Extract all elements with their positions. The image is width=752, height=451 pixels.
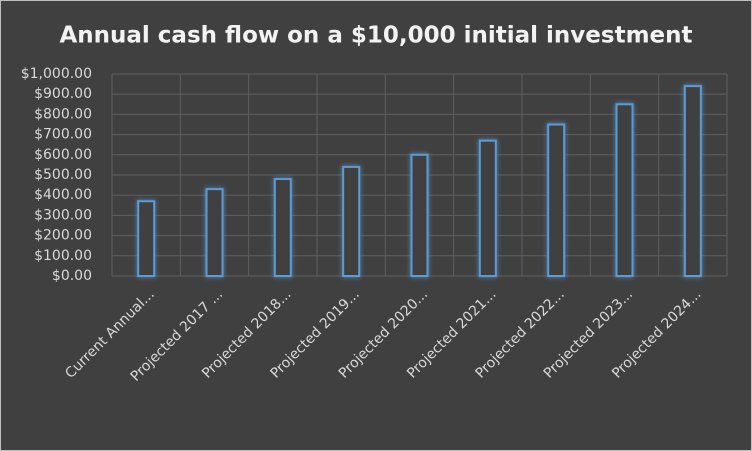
bar bbox=[547, 123, 566, 277]
y-tick-label: $100.00 bbox=[34, 248, 92, 264]
bar bbox=[342, 165, 361, 277]
y-tick-label: $400.00 bbox=[34, 187, 92, 203]
bar bbox=[683, 85, 702, 278]
chart-title: Annual cash flow on a $10,000 initial in… bbox=[59, 23, 692, 49]
y-tick-label: $200.00 bbox=[34, 228, 92, 244]
y-tick-label: $900.00 bbox=[34, 86, 92, 102]
bar bbox=[273, 178, 292, 277]
bar bbox=[205, 188, 224, 277]
bar bbox=[137, 200, 156, 277]
y-tick-label: $700.00 bbox=[34, 127, 92, 143]
y-tick-label: $800.00 bbox=[34, 106, 92, 122]
bar bbox=[410, 153, 429, 277]
y-tick-label: $1,000.00 bbox=[21, 66, 92, 82]
bar bbox=[478, 139, 497, 277]
y-tick-label: $300.00 bbox=[34, 207, 92, 223]
y-tick-label: $600.00 bbox=[34, 147, 92, 163]
y-tick-label: $500.00 bbox=[34, 167, 92, 183]
y-tick-label: $0.00 bbox=[52, 268, 92, 284]
bar bbox=[615, 103, 634, 277]
